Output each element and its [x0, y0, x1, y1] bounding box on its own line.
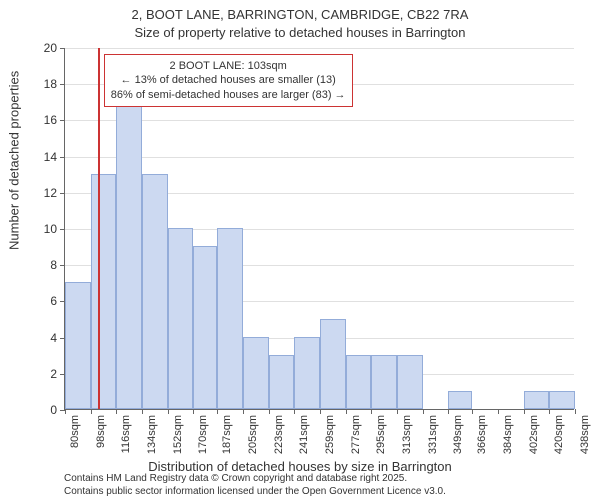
chart-title-block: 2, BOOT LANE, BARRINGTON, CAMBRIDGE, CB2… [0, 6, 600, 41]
y-tick-label: 18 [44, 77, 65, 91]
x-tick-label: 205sqm [247, 415, 259, 454]
attribution-line2: Contains public sector information licen… [64, 486, 446, 499]
x-tick [448, 409, 449, 414]
x-tick [346, 409, 347, 414]
x-tick [142, 409, 143, 414]
x-tick-label: 313sqm [401, 415, 413, 454]
histogram-bar [294, 337, 320, 409]
y-axis-label: Number of detached properties [7, 71, 22, 250]
x-tick-label: 384sqm [502, 415, 514, 454]
x-tick [371, 409, 372, 414]
x-tick-label: 187sqm [221, 415, 233, 454]
chart-title-line1: 2, BOOT LANE, BARRINGTON, CAMBRIDGE, CB2… [0, 6, 600, 24]
y-tick-label: 14 [44, 150, 65, 164]
x-tick [243, 409, 244, 414]
x-tick [524, 409, 525, 414]
annotation-line3: 86% of semi-detached houses are larger (… [111, 88, 346, 102]
histogram-bar [320, 319, 346, 410]
x-tick [65, 409, 66, 414]
x-tick-label: 116sqm [120, 415, 132, 453]
histogram-bar [269, 355, 295, 409]
histogram-chart: 2, BOOT LANE, BARRINGTON, CAMBRIDGE, CB2… [0, 0, 600, 500]
x-tick [269, 409, 270, 414]
y-tick-label: 8 [50, 258, 65, 272]
histogram-bar [168, 228, 194, 409]
x-tick [549, 409, 550, 414]
x-tick [116, 409, 117, 414]
y-tick-label: 16 [44, 113, 65, 127]
y-tick-label: 10 [44, 222, 65, 236]
y-tick-label: 6 [50, 294, 65, 308]
attribution-line1: Contains HM Land Registry data © Crown c… [64, 473, 446, 486]
histogram-bar [91, 174, 117, 409]
annotation-line1: 2 BOOT LANE: 103sqm [111, 59, 346, 73]
x-tick [423, 409, 424, 414]
histogram-bar [549, 391, 575, 409]
x-tick-label: 420sqm [553, 415, 565, 454]
x-tick [397, 409, 398, 414]
gridline [65, 48, 574, 49]
histogram-bar [448, 391, 472, 409]
histogram-bar [65, 282, 91, 409]
x-tick-label: 134sqm [146, 415, 158, 454]
x-tick-label: 295sqm [375, 415, 387, 454]
x-tick [498, 409, 499, 414]
x-tick-label: 331sqm [427, 415, 439, 454]
x-tick-label: 438sqm [579, 415, 591, 454]
x-tick-label: 152sqm [172, 415, 184, 454]
histogram-bar [397, 355, 423, 409]
x-tick [472, 409, 473, 414]
x-tick-label: 98sqm [95, 415, 107, 448]
x-tick-label: 349sqm [452, 415, 464, 454]
x-tick [91, 409, 92, 414]
histogram-bar [217, 228, 243, 409]
histogram-bar [193, 246, 217, 409]
x-tick-label: 170sqm [197, 415, 209, 454]
chart-title-line2: Size of property relative to detached ho… [0, 24, 600, 42]
annotation-line2: ← 13% of detached houses are smaller (13… [111, 73, 346, 87]
y-tick-label: 4 [50, 331, 65, 345]
histogram-bar [371, 355, 397, 409]
x-tick-label: 277sqm [350, 415, 362, 454]
reference-line [98, 48, 100, 409]
x-tick [217, 409, 218, 414]
y-tick-label: 2 [50, 367, 65, 381]
y-tick-label: 12 [44, 186, 65, 200]
x-tick [193, 409, 194, 414]
histogram-bar [346, 355, 372, 409]
x-axis-label: Distribution of detached houses by size … [0, 459, 600, 474]
x-tick-label: 402sqm [528, 415, 540, 454]
annotation-box: 2 BOOT LANE: 103sqm ← 13% of detached ho… [104, 54, 353, 107]
x-tick-label: 366sqm [476, 415, 488, 454]
x-tick [168, 409, 169, 414]
x-tick-label: 241sqm [298, 415, 310, 454]
plot-area: 02468101214161820 2 BOOT LANE: 103sqm ← … [64, 48, 574, 410]
x-tick [575, 409, 576, 414]
histogram-bar [116, 101, 142, 409]
histogram-bar [524, 391, 550, 409]
y-tick-label: 20 [44, 41, 65, 55]
attribution: Contains HM Land Registry data © Crown c… [64, 473, 446, 498]
x-tick [320, 409, 321, 414]
histogram-bar [142, 174, 168, 409]
histogram-bar [243, 337, 269, 409]
x-tick-label: 223sqm [273, 415, 285, 454]
x-tick [294, 409, 295, 414]
y-tick-label: 0 [50, 403, 65, 417]
x-tick-label: 80sqm [69, 415, 81, 448]
x-tick-label: 259sqm [324, 415, 336, 454]
